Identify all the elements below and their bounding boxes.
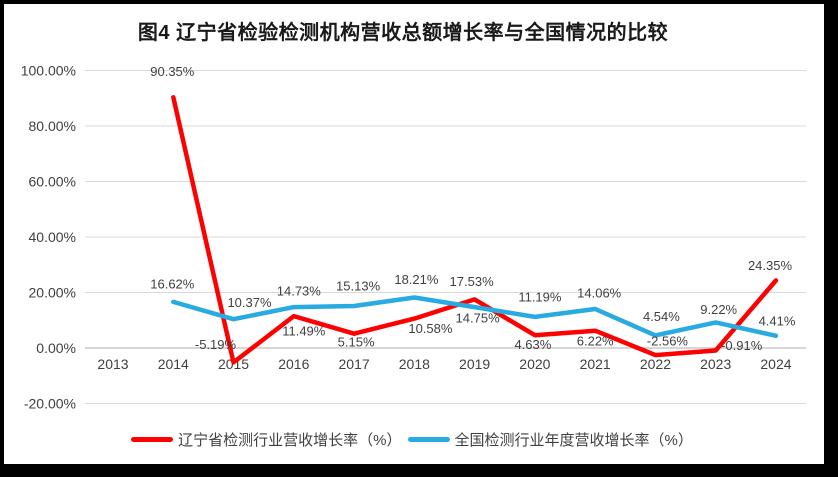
x-axis-tick-label: 2013 bbox=[97, 356, 128, 372]
data-label-series-0: -5.19% bbox=[195, 337, 237, 352]
data-label-series-1: 14.73% bbox=[277, 284, 322, 299]
data-label-series-1: 15.13% bbox=[336, 279, 381, 294]
chart-title: 图4 辽宁省检验检测机构营收总额增长率与全国情况的比较 bbox=[137, 22, 669, 44]
y-axis-tick-label: 100.00% bbox=[21, 62, 76, 78]
series-line-0 bbox=[171, 95, 779, 365]
y-axis-tick-label: 20.00% bbox=[29, 284, 76, 300]
data-label-series-1: 18.21% bbox=[394, 272, 439, 287]
x-axis-tick-label: 2017 bbox=[339, 356, 370, 372]
series-line-1 bbox=[171, 295, 779, 339]
data-label-series-0: 10.58% bbox=[408, 321, 453, 336]
legend-label-liaoning: 辽宁省检测行业营收增长率（%） bbox=[178, 432, 402, 449]
legend-line-blue-icon bbox=[407, 437, 450, 442]
data-label-series-1: 4.41% bbox=[759, 313, 796, 328]
data-label-series-0: 11.49% bbox=[282, 324, 326, 339]
data-label-series-0: -0.91% bbox=[721, 338, 763, 353]
y-axis-tick-label: -20.00% bbox=[24, 395, 76, 411]
data-label-series-1: 16.62% bbox=[150, 276, 195, 291]
x-axis-tick-label: 2019 bbox=[459, 356, 490, 372]
chart-legend: 辽宁省检测行业营收增长率（%） 全国检测行业年度营收增长率（%） bbox=[0, 429, 824, 450]
data-label-series-0: 24.35% bbox=[748, 258, 793, 273]
y-axis-tick-label: 40.00% bbox=[29, 229, 76, 245]
data-label-series-1: 14.75% bbox=[456, 311, 501, 326]
data-label-series-0: 5.15% bbox=[338, 334, 375, 349]
y-axis-tick-label: 80.00% bbox=[29, 118, 76, 134]
data-label-series-1: 14.06% bbox=[577, 286, 622, 301]
x-axis-tick-label: 2020 bbox=[519, 356, 550, 372]
legend-label-national: 全国检测行业年度营收增长率（%） bbox=[454, 432, 693, 449]
data-label-series-0: -2.56% bbox=[647, 334, 689, 349]
data-label-series-1: 4.54% bbox=[643, 309, 680, 324]
legend-item-national: 全国检测行业年度营收增长率（%） bbox=[407, 429, 693, 450]
x-axis-tick-label: 2016 bbox=[278, 356, 309, 372]
data-label-series-1: 9.22% bbox=[700, 302, 737, 317]
x-axis-tick-label: 2023 bbox=[700, 356, 731, 372]
data-label-series-1: 10.37% bbox=[227, 295, 272, 310]
x-axis-tick-label: 2021 bbox=[580, 356, 611, 372]
x-axis-tick-label: 2024 bbox=[760, 356, 791, 372]
y-axis-tick-label: 0.00% bbox=[36, 340, 76, 356]
x-axis-tick-label: 2014 bbox=[158, 356, 189, 372]
legend-item-liaoning: 辽宁省检测行业营收增长率（%） bbox=[131, 429, 402, 450]
data-label-series-0: 4.63% bbox=[514, 337, 551, 352]
legend-line-red-icon bbox=[131, 437, 174, 442]
data-label-series-0: 90.35% bbox=[150, 64, 195, 79]
data-label-series-0: 17.53% bbox=[450, 274, 495, 289]
x-axis-tick-label: 2018 bbox=[399, 356, 430, 372]
data-label-series-1: 11.19% bbox=[518, 289, 562, 304]
data-label-series-0: 6.22% bbox=[577, 333, 614, 348]
chart-canvas bbox=[4, 4, 824, 464]
x-axis-tick-label: 2022 bbox=[640, 356, 671, 372]
y-axis-tick-label: 60.00% bbox=[29, 173, 76, 189]
